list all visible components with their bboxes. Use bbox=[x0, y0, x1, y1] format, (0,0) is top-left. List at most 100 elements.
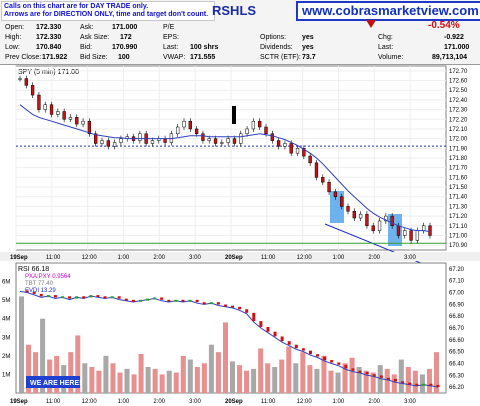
date-strip-label: 12:00 bbox=[297, 255, 313, 261]
price-candle bbox=[68, 117, 73, 120]
volume-bar bbox=[222, 322, 228, 393]
indicator-candle bbox=[436, 384, 440, 387]
date-strip-label: 2:00 bbox=[153, 255, 165, 261]
bid-value: 170.990 bbox=[112, 44, 138, 51]
last-price-value: 171.000 bbox=[444, 44, 470, 51]
low-label: Low: bbox=[5, 44, 20, 51]
indicator-candle bbox=[209, 302, 213, 305]
pe-label: P/E bbox=[163, 24, 175, 31]
volume-bar bbox=[194, 367, 200, 393]
volume-bar bbox=[145, 367, 151, 393]
date-strip-label: 11:00 bbox=[261, 255, 276, 261]
indicator-candle bbox=[238, 306, 242, 310]
volume-bar bbox=[258, 348, 264, 393]
price-candle bbox=[100, 140, 104, 144]
options-label: Options: bbox=[260, 34, 287, 41]
indicator-candle bbox=[223, 304, 227, 307]
legend-tbt: TBT 77.40 bbox=[25, 281, 54, 287]
volume-bar bbox=[244, 370, 250, 393]
volume-y-tick-label: 2M bbox=[2, 354, 10, 360]
indicator-candle bbox=[146, 298, 150, 301]
indicator-candle bbox=[429, 383, 433, 386]
indicator-y-tick-label: 67.20 bbox=[449, 267, 465, 273]
price-candle bbox=[188, 120, 192, 130]
indicator-candle bbox=[68, 296, 72, 299]
volume-bar bbox=[173, 372, 179, 393]
indicator-candle bbox=[89, 295, 93, 298]
price-candle bbox=[308, 155, 312, 164]
indicator-candle bbox=[138, 299, 142, 302]
volume-bar bbox=[82, 363, 88, 393]
date-strip-label: 2:00 bbox=[368, 255, 380, 261]
volume-bar bbox=[405, 367, 411, 393]
price-y-tick-label: 171.10 bbox=[449, 224, 468, 230]
indicator-x-tick-label: 2:00 bbox=[368, 399, 380, 405]
volume-bar bbox=[398, 359, 404, 393]
signal-bar bbox=[232, 106, 236, 124]
volume-bar bbox=[117, 372, 123, 393]
volume-bar bbox=[89, 367, 95, 393]
indicator-candle bbox=[301, 348, 305, 351]
volume-y-tick-label: 6M bbox=[2, 280, 10, 286]
volume-bar bbox=[138, 354, 144, 393]
price-candle bbox=[138, 133, 142, 141]
price-candle bbox=[390, 215, 394, 227]
indicator-candle bbox=[153, 297, 157, 300]
warning-line-1: Calls on this chart are for DAY TRADE on… bbox=[4, 3, 149, 10]
ask-size-label: Ask Size: bbox=[80, 34, 110, 41]
price-candle bbox=[18, 78, 22, 80]
indicator-series bbox=[19, 290, 440, 388]
date-strip-label: 12:00 bbox=[82, 255, 98, 261]
volume-bar bbox=[215, 352, 221, 393]
indicator-candle bbox=[266, 327, 270, 332]
volume-bar bbox=[391, 374, 397, 393]
open-label: Open: bbox=[5, 24, 25, 31]
volume-bar bbox=[166, 370, 172, 393]
price-candle bbox=[62, 111, 66, 120]
price-candle bbox=[314, 162, 319, 178]
indicator-x-tick-label: 11:00 bbox=[46, 399, 61, 405]
indicator-candle bbox=[422, 383, 426, 386]
price-candle bbox=[226, 138, 230, 143]
volume-bar bbox=[19, 296, 25, 393]
price-y-tick-label: 172.30 bbox=[449, 108, 468, 114]
indicator-x-tick-label: 11:00 bbox=[261, 399, 276, 405]
legend-pxa: PXA:PXY 0.9564 bbox=[25, 274, 71, 280]
indicator-candle bbox=[393, 379, 397, 382]
vwap-label: VWAP: bbox=[163, 54, 186, 61]
low-value: 170.840 bbox=[36, 44, 62, 51]
dividends-label: Dividends: bbox=[260, 44, 293, 51]
volume-bar bbox=[300, 352, 306, 393]
price-panel: SPY (5 min) 171.00 19Sep 11:00 12:00 1:00 2:… bbox=[10, 65, 468, 271]
price-candle bbox=[327, 181, 331, 193]
chg-value: -0.922 bbox=[444, 34, 464, 41]
website-banner[interactable]: www.cobrasmarketview.com bbox=[296, 1, 480, 21]
volume-bar bbox=[96, 370, 102, 393]
price-candle bbox=[276, 140, 281, 147]
volume-bar bbox=[307, 365, 313, 393]
volume-bar bbox=[68, 352, 74, 393]
date-strip-label: 1:00 bbox=[333, 255, 345, 261]
indicator-y-tick-label: 67.10 bbox=[449, 279, 465, 285]
volume-bar bbox=[335, 372, 341, 393]
date-strip-label: 20Sep bbox=[225, 255, 243, 261]
volume-bar bbox=[201, 363, 207, 393]
indicator-candle bbox=[110, 296, 114, 299]
volume-bar bbox=[131, 374, 137, 393]
indicator-candle bbox=[96, 295, 100, 298]
ask-label: Ask: bbox=[80, 24, 94, 31]
indicator-panel: 6M 5M 4M 3M 2M 1M 67.20 67.10 67.00 66.90 66.80 66… bbox=[2, 262, 465, 394]
indicator-candle bbox=[330, 360, 334, 363]
price-y-tick-label: 171.50 bbox=[449, 185, 468, 191]
indicator-y-tick-label: 67.00 bbox=[449, 291, 465, 297]
price-candle bbox=[377, 220, 382, 231]
indicator-candle bbox=[337, 362, 341, 365]
volume-bar bbox=[384, 368, 390, 393]
indicator-candle bbox=[252, 312, 256, 322]
indicator-candle bbox=[117, 296, 121, 299]
indicator-candle bbox=[273, 331, 277, 337]
volume-y-tick-label: 1M bbox=[2, 372, 10, 378]
price-candle bbox=[422, 225, 426, 231]
website-link[interactable]: www.cobrasmarketview.com bbox=[302, 3, 479, 18]
indicator-x-tick-label: 2:00 bbox=[153, 399, 165, 405]
